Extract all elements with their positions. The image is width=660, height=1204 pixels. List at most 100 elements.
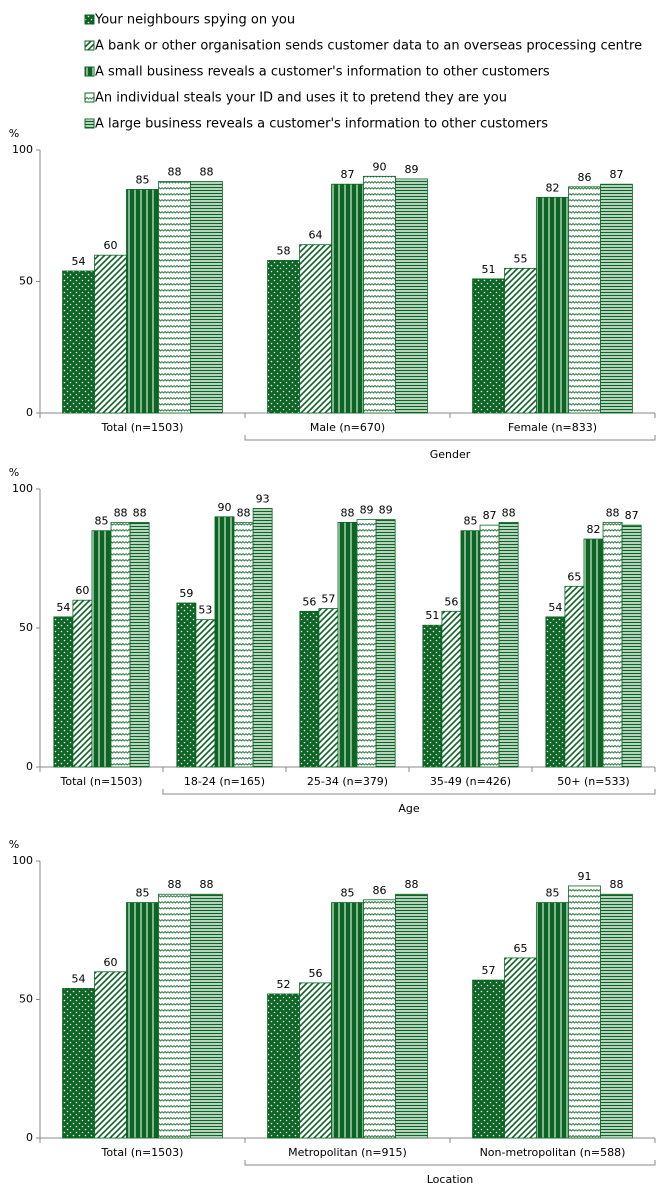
value-label: 65 [567,570,581,583]
bar [94,254,127,414]
bar [299,610,320,768]
value-label: 60 [104,239,118,252]
value-label: 52 [277,978,291,991]
bar [190,893,223,1139]
bar [62,988,95,1139]
bar [564,585,585,768]
value-label: 90 [218,501,232,514]
y-tick-label: 50 [19,275,33,288]
bar [331,902,364,1139]
y-axis-unit: % [9,838,19,851]
bar [536,196,569,414]
value-label: 89 [360,504,374,517]
bar [568,885,601,1139]
bar [363,175,396,414]
y-tick-label: 0 [26,406,33,419]
y-tick-label: 100 [12,854,33,867]
value-label: 88 [199,878,213,891]
value-label: 85 [95,515,109,528]
value-label: 54 [548,601,562,614]
bar [267,993,300,1139]
value-label: 56 [309,967,323,980]
value-label: 54 [72,972,86,985]
value-label: 89 [404,163,418,176]
value-label: 56 [302,595,316,608]
y-axis-unit: % [9,127,19,140]
bar [176,602,197,768]
bar [53,616,74,768]
y-tick-label: 0 [26,760,33,773]
x-tick-label: Metropolitan (n=915) [288,1146,407,1159]
value-label: 57 [321,593,335,606]
bar [498,521,519,768]
y-tick-label: 0 [26,1131,33,1144]
y-axis-unit: % [9,466,19,479]
value-label: 65 [514,942,528,955]
group-bracket [162,789,656,795]
bar [158,893,191,1139]
y-tick-label: 50 [19,621,33,634]
value-label: 82 [587,523,601,536]
value-label: 87 [483,509,497,522]
x-tick-label: Non-metropolitan (n=588) [480,1146,626,1159]
value-label: 88 [167,878,181,891]
legend-swatch [84,92,95,103]
bar [190,181,223,414]
y-tick-label: 100 [12,482,33,495]
bar [600,183,633,414]
bar [536,902,569,1139]
bar [472,979,505,1139]
bar [479,524,500,768]
value-label: 57 [482,964,496,977]
value-label: 54 [56,601,70,614]
bar [363,899,396,1139]
value-label: 85 [341,887,355,900]
value-label: 86 [577,171,591,184]
value-label: 51 [482,263,496,276]
bar [356,519,377,768]
value-label: 85 [136,887,150,900]
value-label: 51 [425,609,439,622]
bar [583,538,604,768]
x-axis-label: Gender [430,448,471,461]
value-label: 85 [136,173,150,186]
group-bracket [244,1160,656,1166]
value-label: 87 [609,168,623,181]
bar [126,902,159,1139]
bar [337,521,358,768]
bar [195,619,216,768]
x-tick-label: 18-24 (n=165) [184,775,265,788]
x-tick-label: 50+ (n=533) [557,775,629,788]
value-label: 53 [198,604,212,617]
value-label: 89 [379,504,393,517]
value-label: 88 [609,878,623,891]
legend-swatch [84,14,95,25]
bar [460,530,481,768]
bar [395,178,428,414]
x-axis-label: Age [398,802,420,815]
bar [94,971,127,1139]
x-tick-label: 35-49 (n=426) [430,775,511,788]
legend-swatch [84,118,95,129]
bar [602,521,623,768]
bar [233,521,254,768]
bar [395,893,428,1139]
legend-label: Your neighbours spying on you [94,13,295,28]
value-label: 85 [546,887,560,900]
bar [545,616,566,768]
legend-label: A bank or other organisation sends custo… [95,39,642,54]
x-tick-label: Total (n=1503) [101,421,184,434]
value-label: 91 [577,870,591,883]
x-tick-label: Total (n=1503) [60,775,143,788]
bar [318,608,339,768]
value-label: 64 [309,229,323,242]
bar [600,893,633,1139]
bar [214,516,235,768]
bar [504,267,537,414]
value-label: 82 [546,181,560,194]
bar [299,244,332,414]
bar [72,599,93,768]
value-label: 90 [372,160,386,173]
bar [252,508,273,768]
